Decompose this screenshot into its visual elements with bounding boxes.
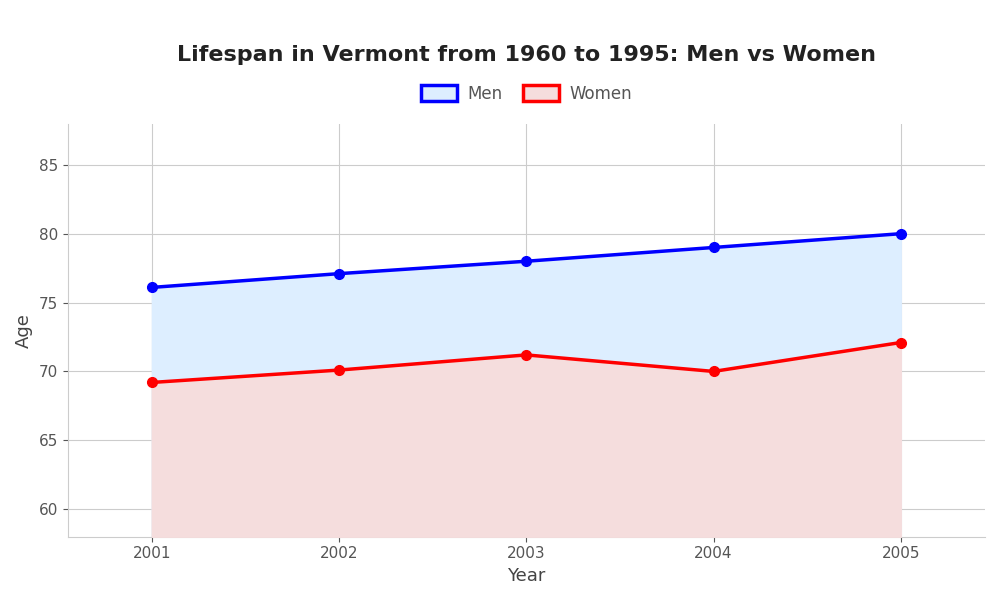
Title: Lifespan in Vermont from 1960 to 1995: Men vs Women: Lifespan in Vermont from 1960 to 1995: M… [177,45,876,65]
X-axis label: Year: Year [507,567,546,585]
Y-axis label: Age: Age [15,313,33,347]
Legend: Men, Women: Men, Women [414,78,639,109]
